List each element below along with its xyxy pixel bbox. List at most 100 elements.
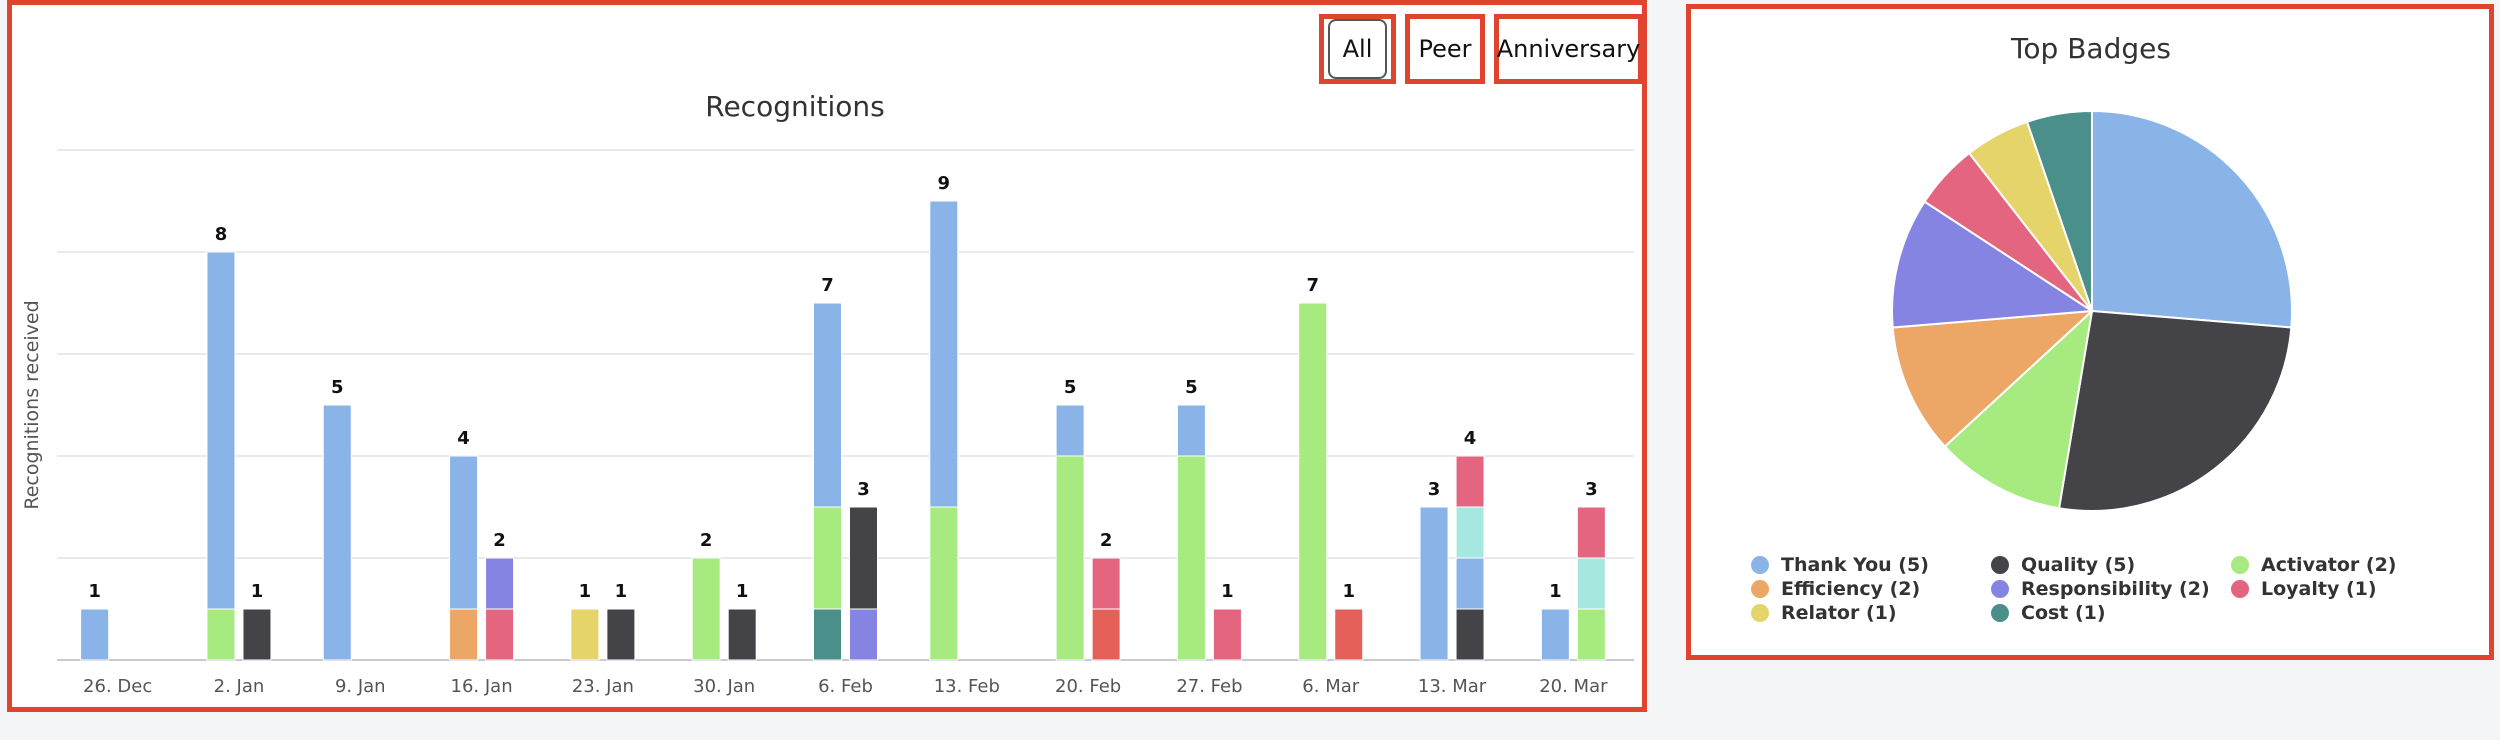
bar-segment[interactable] bbox=[1455, 455, 1485, 508]
legend-label: Efficiency (2) bbox=[1781, 578, 1921, 600]
x-tick-label: 30. Jan bbox=[693, 676, 755, 697]
legend-marker bbox=[2231, 580, 2249, 598]
bar-segment[interactable] bbox=[813, 608, 842, 661]
bar-segment[interactable] bbox=[727, 608, 757, 661]
legend-marker bbox=[1751, 580, 1769, 598]
legend-marker bbox=[1991, 604, 2009, 622]
x-tick-label: 27. Feb bbox=[1176, 676, 1242, 697]
bar-segment[interactable] bbox=[849, 608, 878, 661]
legend-item[interactable]: Responsibility (2) bbox=[1991, 578, 2210, 600]
all-filter-label: All bbox=[1328, 19, 1387, 79]
legend-item[interactable]: Cost (1) bbox=[1991, 602, 2106, 624]
bar-segment[interactable] bbox=[849, 506, 878, 610]
pie-slice[interactable] bbox=[2026, 110, 2093, 312]
data-label: 2 bbox=[700, 530, 713, 551]
bar-segment[interactable] bbox=[206, 608, 236, 661]
bar-segment[interactable] bbox=[1540, 608, 1570, 661]
bar-segment[interactable] bbox=[1455, 557, 1485, 610]
legend-item[interactable]: Quality (5) bbox=[1991, 554, 2135, 576]
chart-title: Recognitions bbox=[705, 90, 884, 123]
data-label: 1 bbox=[1221, 581, 1234, 602]
bar-segment[interactable] bbox=[1176, 455, 1206, 661]
legend-marker bbox=[1991, 580, 2009, 598]
bar-segment[interactable] bbox=[80, 608, 110, 661]
data-label: 1 bbox=[736, 581, 749, 602]
bar-segment[interactable] bbox=[1212, 608, 1242, 661]
bar-segment[interactable] bbox=[1576, 506, 1606, 559]
bar-segment[interactable] bbox=[1055, 455, 1085, 661]
recognitions-chart: Recognitions Recognitions received 18154… bbox=[21, 90, 1634, 697]
bar-segment[interactable] bbox=[1091, 608, 1121, 661]
bar-segment[interactable] bbox=[1455, 506, 1485, 559]
data-label: 1 bbox=[251, 581, 264, 602]
legend-item[interactable]: Activator (2) bbox=[2231, 554, 2396, 576]
legend-label: Activator (2) bbox=[2261, 554, 2397, 576]
data-label: 7 bbox=[821, 275, 834, 296]
data-label: 4 bbox=[1464, 428, 1477, 449]
bar-segment[interactable] bbox=[449, 455, 479, 610]
bar-segment[interactable] bbox=[929, 506, 959, 661]
data-label: 2 bbox=[493, 530, 506, 551]
legend-label: Quality (5) bbox=[2021, 554, 2136, 576]
data-label: 1 bbox=[1342, 581, 1355, 602]
legend-item[interactable]: Thank You (5) bbox=[1751, 554, 1929, 576]
bar-segment[interactable] bbox=[485, 557, 515, 610]
data-label: 3 bbox=[1585, 479, 1598, 500]
bar-segment[interactable] bbox=[1576, 608, 1606, 661]
bar-segment[interactable] bbox=[691, 557, 721, 661]
bar-segment[interactable] bbox=[813, 302, 842, 508]
y-axis-label: Recognitions received bbox=[21, 300, 43, 509]
data-label: 5 bbox=[331, 377, 344, 398]
legend-label: Responsibility (2) bbox=[2021, 578, 2210, 600]
bar-segment[interactable] bbox=[1091, 557, 1121, 610]
pie-slice[interactable] bbox=[1891, 310, 2093, 448]
bar-segment[interactable] bbox=[322, 404, 352, 661]
data-label: 1 bbox=[1549, 581, 1562, 602]
pie-slice[interactable] bbox=[1943, 310, 2093, 510]
pie-slices bbox=[1891, 110, 2293, 512]
x-tick-label: 9. Jan bbox=[335, 676, 386, 697]
bar-segment[interactable] bbox=[449, 608, 479, 661]
bar-segment[interactable] bbox=[929, 200, 959, 508]
legend-item[interactable]: Relator (1) bbox=[1751, 602, 1897, 624]
data-label: 3 bbox=[857, 479, 870, 500]
legend-label: Cost (1) bbox=[2021, 602, 2106, 624]
legend-marker bbox=[2231, 556, 2249, 574]
legend-item[interactable]: Loyalty (1) bbox=[2231, 578, 2377, 600]
legend-label: Loyalty (1) bbox=[2261, 578, 2377, 600]
data-label: 3 bbox=[1428, 479, 1441, 500]
x-tick-label: 6. Feb bbox=[818, 676, 873, 697]
peer-filter-button[interactable]: Peer bbox=[1405, 14, 1485, 84]
bar-segment[interactable] bbox=[1176, 404, 1206, 457]
bar-segment[interactable] bbox=[1455, 608, 1485, 661]
recognitions-panel: All Peer Anniversary Recognitions Recogn… bbox=[7, 0, 1647, 712]
x-tick-label: 16. Jan bbox=[451, 676, 513, 697]
pie-slice[interactable] bbox=[2091, 110, 2293, 329]
bar-segment[interactable] bbox=[1576, 557, 1606, 610]
peer-filter-label: Peer bbox=[1418, 35, 1472, 63]
x-tick-label: 13. Feb bbox=[934, 676, 1000, 697]
data-label: 4 bbox=[457, 428, 470, 449]
x-tick-label: 6. Mar bbox=[1302, 676, 1359, 697]
anniversary-filter-button[interactable]: Anniversary bbox=[1494, 14, 1643, 84]
data-label: 8 bbox=[215, 224, 228, 245]
legend-item[interactable]: Efficiency (2) bbox=[1751, 578, 1920, 600]
bar-segment[interactable] bbox=[206, 251, 236, 610]
top-badges-panel: Top Badges Thank You (5) Quality (5) Activ… bbox=[1686, 4, 2494, 660]
pie-slice[interactable] bbox=[2058, 310, 2293, 512]
top-badges-chart: Top Badges bbox=[1891, 32, 2293, 512]
bar-segment[interactable] bbox=[242, 608, 272, 661]
bar-segment[interactable] bbox=[485, 608, 515, 661]
bar-segment[interactable] bbox=[606, 608, 636, 661]
pie-slice[interactable] bbox=[1891, 200, 2093, 329]
bar-segment[interactable] bbox=[1055, 404, 1085, 457]
all-filter-button[interactable]: All bbox=[1319, 14, 1396, 84]
x-tick-label: 23. Jan bbox=[572, 676, 634, 697]
bar-segment[interactable] bbox=[570, 608, 600, 661]
data-label: 7 bbox=[1306, 275, 1319, 296]
bar-segment[interactable] bbox=[813, 506, 842, 610]
bar-segment[interactable] bbox=[1419, 506, 1449, 661]
bar-segment[interactable] bbox=[1298, 302, 1328, 661]
bar-segment[interactable] bbox=[1334, 608, 1364, 661]
